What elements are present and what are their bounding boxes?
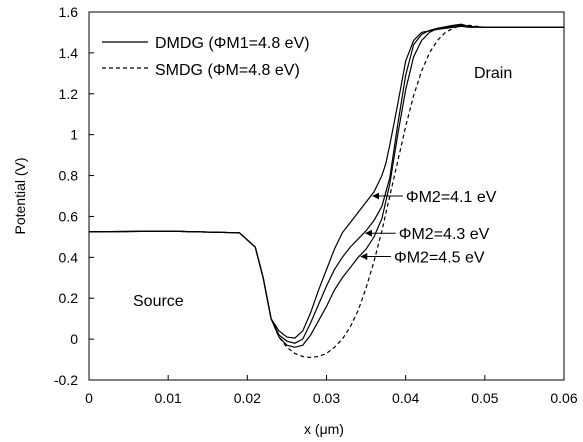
x-tick-label: 0.02 bbox=[234, 390, 261, 406]
x-tick-label: 0.01 bbox=[155, 390, 182, 406]
y-tick-label: 1.4 bbox=[59, 45, 79, 61]
y-tick-label: 1.2 bbox=[59, 86, 79, 102]
region-label-drain: Drain bbox=[474, 65, 512, 82]
series-line-3 bbox=[88, 24, 564, 359]
legend-label-smdg: SMDG (ΦM=4.8 eV) bbox=[155, 62, 300, 79]
x-tick-label: 0.05 bbox=[471, 390, 498, 406]
x-tick-label: 0.03 bbox=[313, 390, 340, 406]
y-tick-label: 0 bbox=[70, 331, 78, 347]
y-tick-label: 0.6 bbox=[59, 208, 79, 224]
y-tick-label: -0.2 bbox=[54, 372, 78, 388]
annotations-group: ΦM2=4.1 eV ΦM2=4.3 eV ΦM2=4.5 eV bbox=[360, 189, 497, 267]
ticks-group: 0 0.01 0.02 0.03 0.04 0.05 0.06 -0.2 0 0.2 0.4 0.6 0… bbox=[54, 4, 578, 406]
region-label-source: Source bbox=[133, 293, 184, 310]
legend: DMDG (ΦM1=4.8 eV) SMDG (ΦM=4.8 eV) bbox=[102, 35, 310, 79]
y-tick-label: 0.2 bbox=[59, 290, 79, 306]
x-tick-label: 0.04 bbox=[392, 390, 419, 406]
y-tick-label: 0.8 bbox=[59, 168, 79, 184]
legend-label-dmdg: DMDG (ΦM1=4.8 eV) bbox=[155, 35, 310, 52]
annotation-label-1: ΦM2=4.3 eV bbox=[399, 226, 490, 243]
y-tick-label: 1.6 bbox=[59, 4, 79, 20]
y-tick-label: 1 bbox=[70, 127, 78, 143]
x-tick-label: 0.06 bbox=[550, 390, 577, 406]
annotation-label-2: ΦM2=4.5 eV bbox=[394, 250, 485, 267]
curves-group bbox=[88, 23, 564, 359]
y-tick-label: 0.4 bbox=[59, 249, 79, 265]
annotation-label-0: ΦM2=4.1 eV bbox=[406, 189, 497, 206]
x-tick-label: 0 bbox=[85, 390, 93, 406]
x-axis-label: x (μm) bbox=[304, 421, 344, 437]
y-axis-label: Potential (V) bbox=[12, 157, 28, 234]
plot-area-frame bbox=[88, 11, 565, 381]
